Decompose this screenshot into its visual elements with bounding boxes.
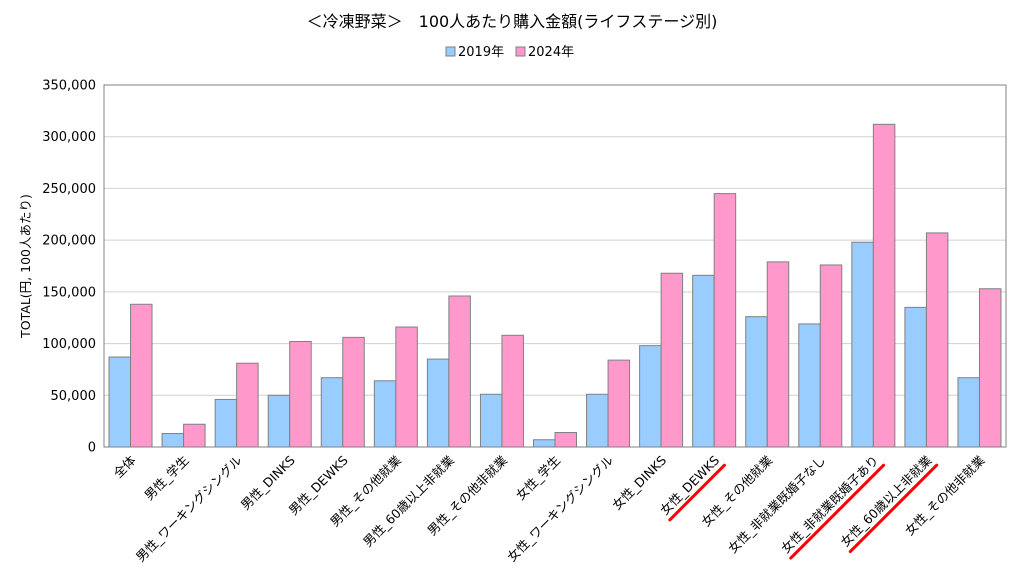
- y-tick-label: 0: [88, 441, 96, 456]
- legend-label: 2024年: [528, 45, 574, 60]
- bar-2024: [554, 432, 577, 448]
- bar-2024: [342, 336, 365, 448]
- x-tick-label: 女性_非就業既婚子あり: [778, 453, 881, 556]
- y-tick-label: 350,000: [42, 79, 96, 94]
- x-tick-label: 全体: [110, 452, 139, 481]
- bars: [108, 123, 1002, 448]
- highlight-underlines: [668, 463, 939, 560]
- bar-2019: [161, 433, 185, 448]
- x-tick-label: 女性_学生: [513, 453, 563, 503]
- bar-2019: [214, 398, 238, 448]
- y-axis-title: TOTAL(円, 100人あたり): [18, 194, 33, 339]
- bar-2024: [607, 359, 631, 448]
- y-tick-label: 50,000: [51, 389, 97, 404]
- y-tick-label: 100,000: [42, 337, 96, 352]
- bar-2019: [692, 274, 715, 448]
- bar-2024: [925, 232, 949, 448]
- plot-area: [103, 84, 1007, 448]
- bar-2024: [713, 193, 737, 448]
- y-tick-label: 250,000: [42, 182, 96, 197]
- x-tick-label: 男性_ワーキングシングル: [133, 453, 245, 565]
- bar-2019: [851, 241, 874, 448]
- y-axis-ticks: 0 50,000 100,000 150,000 200,000 250,000 300,0…: [42, 79, 96, 456]
- legend-swatch: [515, 46, 526, 57]
- bar-2019: [533, 439, 556, 448]
- bar-2019: [479, 393, 503, 448]
- bar-2019: [426, 358, 450, 448]
- bar-2019: [798, 323, 821, 448]
- x-tick-label: 男性_学生: [141, 453, 191, 503]
- bar-2024: [660, 272, 684, 448]
- x-tick-label: 女性_非就業既婚子なし: [725, 453, 828, 556]
- x-tick-label: 男性_60歳以上非就業: [360, 452, 457, 549]
- bar-2024: [766, 261, 790, 448]
- bar-2024: [289, 341, 312, 448]
- bar-2024: [819, 264, 843, 448]
- bar-2024: [236, 362, 259, 448]
- bar-2019: [745, 316, 768, 448]
- bar-2019: [639, 345, 662, 448]
- bar-2019: [373, 380, 397, 448]
- x-tick-label: 女性_ワーキングシングル: [504, 453, 616, 565]
- y-tick-label: 200,000: [42, 234, 96, 249]
- bar-2019: [586, 393, 609, 448]
- y-tick-label: 150,000: [42, 285, 96, 300]
- bar-2024: [395, 326, 418, 448]
- bar-2019: [957, 377, 980, 448]
- bar-2024: [872, 123, 896, 448]
- bar-2024: [978, 288, 1002, 448]
- bar-2024: [448, 295, 471, 448]
- legend-swatch: [445, 46, 456, 57]
- bar-2019: [904, 306, 927, 448]
- legend-label: 2019年: [458, 45, 504, 60]
- highlight-underline: [848, 463, 939, 554]
- bar-2019: [320, 377, 344, 448]
- x-tick-label: 女性_60歳以上非就業: [838, 452, 935, 549]
- highlight-underline: [789, 463, 886, 560]
- bar-2024: [130, 303, 153, 448]
- bar-2024: [501, 334, 524, 448]
- bar-2024: [183, 423, 206, 448]
- bar-2019: [267, 394, 291, 448]
- chart-title: ＜冷凍野菜＞ 100人あたり購入金額(ライフステージ別): [306, 12, 718, 31]
- y-tick-label: 300,000: [42, 130, 96, 145]
- bar-2019: [108, 356, 132, 448]
- highlight-underline: [668, 463, 726, 522]
- legend: 2019年 2024年: [445, 45, 574, 60]
